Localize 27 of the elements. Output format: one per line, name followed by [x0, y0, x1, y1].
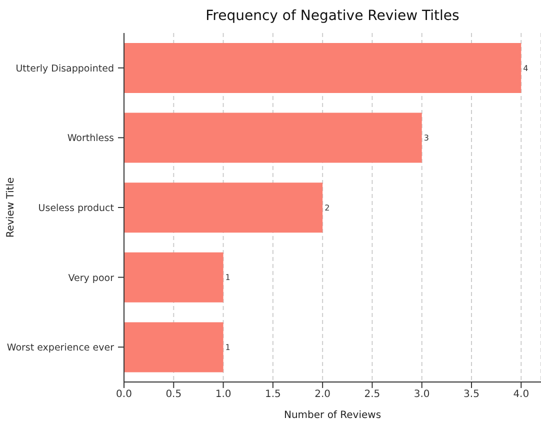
y-tick-label: Very poor [68, 272, 114, 284]
bar [124, 182, 323, 233]
y-tick-label: Worst experience ever [6, 342, 114, 354]
x-tick-label: 3.0 [414, 389, 430, 400]
data-label: 1 [225, 273, 230, 282]
y-tick-label: Worthless [67, 133, 114, 144]
x-tick-label: 2.0 [314, 389, 331, 400]
x-tick-label: 0.5 [166, 389, 182, 400]
y-tick-label: Useless product [38, 203, 114, 214]
bar [124, 112, 422, 163]
chart-title: Frequency of Negative Review Titles [204, 8, 460, 24]
x-axis-title: Number of Reviews [284, 410, 382, 421]
data-label: 4 [523, 64, 528, 73]
y-tick-label: Utterly Disappointed [16, 63, 114, 74]
data-label: 3 [424, 134, 429, 143]
x-tick-label: 1.5 [264, 389, 281, 400]
bar [124, 322, 224, 372]
y-axis-title: Review Title [6, 177, 17, 238]
x-tick-label: 3.5 [464, 389, 480, 400]
data-label: 2 [324, 203, 330, 212]
x-tick-label: 1.0 [215, 389, 232, 400]
x-tick-label: 2.5 [364, 389, 380, 400]
x-tick-label: 0.0 [116, 389, 132, 400]
data-label: 1 [225, 343, 230, 352]
x-tick-label: 4.0 [513, 389, 530, 400]
bar [124, 43, 522, 93]
bar [124, 252, 224, 302]
